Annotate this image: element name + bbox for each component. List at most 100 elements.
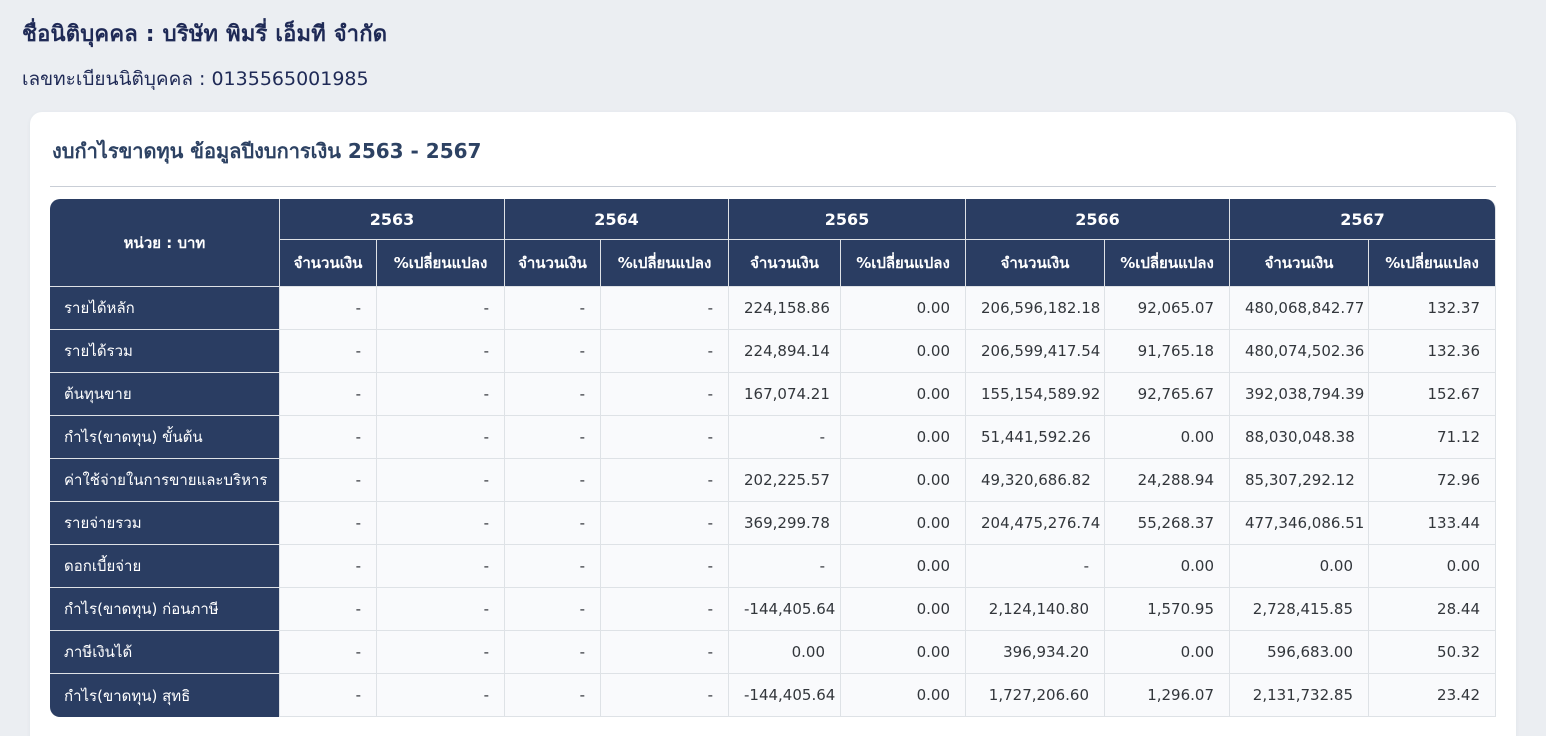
table-row: ภาษีเงินได้ - - - -0.00 0.00 396,934.20 0.00 596… <box>50 631 1496 674</box>
value-cell: - <box>377 459 505 502</box>
value-cell: 92,065.07 <box>1105 287 1230 330</box>
row-label: ภาษีเงินได้ <box>50 631 280 674</box>
value-cell: 0.00 <box>1369 545 1496 588</box>
value-cell: - <box>377 631 505 674</box>
value-cell: 204,475,276.74 <box>966 502 1105 545</box>
row-label: รายได้หลัก <box>50 287 280 330</box>
amount-header: จำนวนเงิน <box>280 240 377 287</box>
value-cell: 0.00 <box>841 287 966 330</box>
value-cell: 0.00 <box>1230 545 1369 588</box>
value-cell: - <box>505 502 601 545</box>
value-cell: 0.00 <box>729 631 841 674</box>
pct-change-header: %เปลี่ยนแปลง <box>1369 240 1496 287</box>
value-cell: - <box>505 330 601 373</box>
value-cell: 206,599,417.54 <box>966 330 1105 373</box>
row-label: ดอกเบี้ยจ่าย <box>50 545 280 588</box>
value-cell: - <box>505 588 601 631</box>
value-cell: - <box>280 373 377 416</box>
card-divider <box>50 186 1496 187</box>
amount-header: จำนวนเงิน <box>729 240 841 287</box>
value-cell: - <box>377 416 505 459</box>
value-cell: - <box>505 459 601 502</box>
value-cell: 1,727,206.60 <box>966 674 1105 717</box>
value-cell: - <box>505 373 601 416</box>
value-cell: 24,288.94 <box>1105 459 1230 502</box>
value-cell: - <box>505 631 601 674</box>
value-cell: - <box>377 674 505 717</box>
row-label: กำไร(ขาดทุน) ก่อนภาษี <box>50 588 280 631</box>
value-cell: 51,441,592.26 <box>966 416 1105 459</box>
value-cell: 2,124,140.80 <box>966 588 1105 631</box>
value-cell: 2,728,415.85 <box>1230 588 1369 631</box>
sub-header-row: จำนวนเงิน %เปลี่ยนแปลง จำนวนเงิน %เปลี่ย… <box>50 240 1496 287</box>
table-row: รายจ่ายรวม - - - -369,299.78 0.00 204,475,276.… <box>50 502 1496 545</box>
value-cell: 133.44 <box>1369 502 1496 545</box>
year-header-2563: 2563 <box>280 199 505 240</box>
value-cell: 202,225.57 <box>729 459 841 502</box>
value-cell: 477,346,086.51 <box>1230 502 1369 545</box>
value-cell: 480,068,842.77 <box>1230 287 1369 330</box>
value-cell: 369,299.78 <box>729 502 841 545</box>
value-cell: - <box>601 674 729 717</box>
row-label: รายได้รวม <box>50 330 280 373</box>
value-cell: - <box>601 502 729 545</box>
value-cell: 1,296.07 <box>1105 674 1230 717</box>
value-cell: - <box>505 416 601 459</box>
value-cell: - <box>280 588 377 631</box>
value-cell: 50.32 <box>1369 631 1496 674</box>
value-cell: 85,307,292.12 <box>1230 459 1369 502</box>
value-cell: - <box>601 330 729 373</box>
registration-number: เลขทะเบียนนิติบุคคล : 0135565001985 <box>22 68 369 90</box>
value-cell: 2,131,732.85 <box>1230 674 1369 717</box>
value-cell: 206,596,182.18 <box>966 287 1105 330</box>
value-cell: 132.36 <box>1369 330 1496 373</box>
amount-header: จำนวนเงิน <box>1230 240 1369 287</box>
value-cell: 396,934.20 <box>966 631 1105 674</box>
value-cell: 0.00 <box>841 459 966 502</box>
value-cell: 0.00 <box>1105 631 1230 674</box>
page-header: ชื่อนิติบุคคล : บริษัท พิมรี่ เอ็มที จำก… <box>0 0 1546 94</box>
pct-change-header: %เปลี่ยนแปลง <box>601 240 729 287</box>
value-cell: - <box>280 631 377 674</box>
card-title: งบกำไรขาดทุน ข้อมูลปีงบการเงิน 2563 - 25… <box>52 139 482 163</box>
value-cell: 132.37 <box>1369 287 1496 330</box>
value-cell: - <box>377 330 505 373</box>
table-row: รายได้หลัก - - - -224,158.86 0.00 206,596,182.… <box>50 287 1496 330</box>
year-header-row: หน่วย : บาท 2563 2564 2565 2566 2567 <box>50 199 1496 287</box>
value-cell: 596,683.00 <box>1230 631 1369 674</box>
value-cell: 55,268.37 <box>1105 502 1230 545</box>
value-cell: 0.00 <box>841 588 966 631</box>
value-cell: - <box>601 373 729 416</box>
value-cell: 0.00 <box>841 545 966 588</box>
value-cell: 71.12 <box>1369 416 1496 459</box>
income-statement-card: งบกำไรขาดทุน ข้อมูลปีงบการเงิน 2563 - 25… <box>30 112 1516 736</box>
year-header-2567: 2567 <box>1230 199 1496 240</box>
table-row: ค่าใช้จ่ายในการขายและบริหาร - - - -202,225.5… <box>50 459 1496 502</box>
value-cell: 88,030,048.38 <box>1230 416 1369 459</box>
value-cell: 152.67 <box>1369 373 1496 416</box>
value-cell: 155,154,589.92 <box>966 373 1105 416</box>
value-cell: 0.00 <box>841 631 966 674</box>
value-cell: - <box>377 373 505 416</box>
value-cell: - <box>505 674 601 717</box>
row-label: กำไร(ขาดทุน) ขั้นต้น <box>50 416 280 459</box>
value-cell: 0.00 <box>1105 545 1230 588</box>
income-statement-table: หน่วย : บาท 2563 2564 2565 2566 2567 จำน… <box>50 199 1496 717</box>
value-cell: - <box>505 545 601 588</box>
value-cell: 480,074,502.36 <box>1230 330 1369 373</box>
value-cell: - <box>601 416 729 459</box>
value-cell: 49,320,686.82 <box>966 459 1105 502</box>
value-cell: 224,894.14 <box>729 330 841 373</box>
table-row: รายได้รวม - - - -224,894.14 0.00 206,599,417.5… <box>50 330 1496 373</box>
table-body: รายได้หลัก - - - -224,158.86 0.00 206,596,182.… <box>50 287 1496 717</box>
value-cell: 0.00 <box>841 373 966 416</box>
row-label: รายจ่ายรวม <box>50 502 280 545</box>
value-cell: 0.00 <box>1105 416 1230 459</box>
value-cell: -144,405.64 <box>729 588 841 631</box>
value-cell: - <box>280 287 377 330</box>
value-cell: - <box>377 588 505 631</box>
year-header-2564: 2564 <box>505 199 729 240</box>
value-cell: - <box>601 287 729 330</box>
row-label: ค่าใช้จ่ายในการขายและบริหาร <box>50 459 280 502</box>
